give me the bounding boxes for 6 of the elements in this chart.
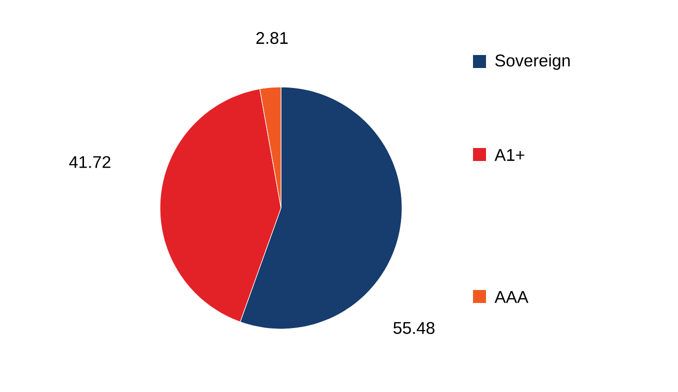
legend-label: Sovereign [495, 54, 570, 70]
legend-label: A1+ [494, 149, 524, 161]
data-label: 41.72 [69, 156, 110, 168]
legend-label: AAA [494, 291, 528, 303]
data-label: 2.81 [256, 32, 288, 44]
data-label: 55.48 [393, 322, 434, 334]
